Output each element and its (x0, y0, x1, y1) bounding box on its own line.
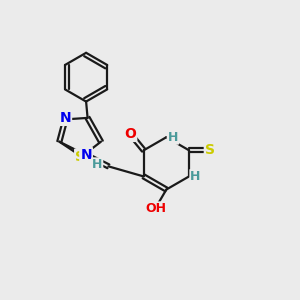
Text: H: H (92, 158, 102, 171)
Text: O: O (124, 127, 136, 141)
Text: S: S (205, 143, 215, 157)
Text: OH: OH (146, 202, 167, 215)
Text: S: S (75, 149, 85, 164)
Text: N: N (59, 111, 71, 125)
Text: H: H (190, 170, 201, 183)
Text: N: N (80, 148, 92, 162)
Text: H: H (168, 131, 178, 144)
